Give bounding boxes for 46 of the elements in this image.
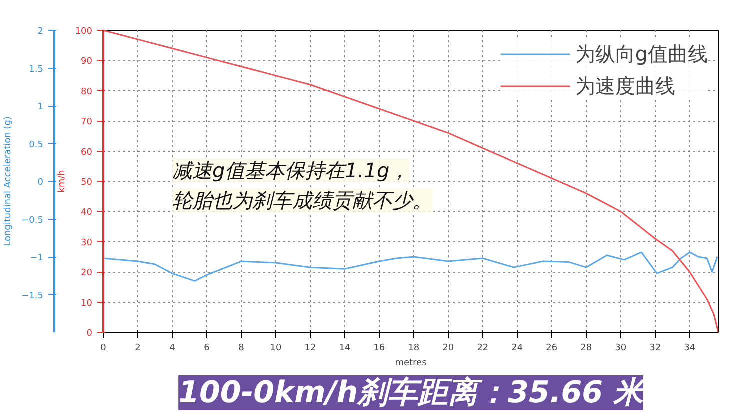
x-tick-label: 26	[546, 344, 558, 354]
x-tick-label: 34	[684, 344, 696, 354]
x-tick-label: 14	[339, 344, 351, 354]
y2-tick-label: −0.5	[22, 216, 44, 226]
y-tick-label: 0	[86, 329, 93, 339]
x-tick-label: 12	[304, 344, 316, 354]
x-tick-label: 28	[580, 344, 592, 354]
y2-tick-label: −1	[30, 254, 44, 264]
y2-tick-label: −1.5	[22, 291, 44, 302]
text: 100-0km/h刹车距离：35.66 米	[178, 376, 646, 410]
x-tick-label: 32	[650, 344, 662, 354]
x-tick-label: 22	[477, 344, 489, 354]
y-axis-title: km/h	[57, 170, 68, 193]
legend-label: 为速度曲线	[575, 72, 676, 100]
x-tick-label: 0	[100, 344, 107, 354]
y2-tick-label: 0.5	[29, 140, 44, 150]
y2-axis-title: Longitudinal Acceleration (g)	[4, 116, 14, 246]
y2-tick-label: 1	[38, 102, 44, 112]
x-tick-label: 2	[135, 344, 141, 354]
x-tick-label: 18	[408, 344, 420, 354]
x-tick-label: 30	[615, 344, 627, 354]
x-tick-label: 8	[238, 344, 245, 354]
y-tick-label: 10	[81, 298, 93, 309]
y-tick-label: 80	[81, 87, 93, 98]
y2-tick-label: 2	[38, 27, 44, 37]
line-series	[104, 252, 718, 282]
x-tick-label: 4	[170, 344, 176, 354]
y-tick-label: 50	[81, 178, 93, 188]
x-axis-title: metres	[395, 358, 428, 368]
x-tick-label: 24	[512, 344, 524, 354]
y-tick-label: 20	[81, 268, 93, 279]
x-tick-label: 20	[442, 344, 454, 354]
y-tick-label: 30	[81, 238, 93, 248]
y2-tick-label: 1.5	[29, 64, 44, 75]
x-tick-label: 6	[204, 344, 210, 354]
x-tick-label: 16	[374, 344, 386, 354]
x-tick-label: 10	[270, 344, 282, 354]
y-tick-label: 90	[81, 57, 93, 68]
y2-tick-label: 0	[38, 178, 44, 188]
y-tick-label: 100	[75, 27, 93, 37]
annotation: 减速g值基本保持在1.1g，	[172, 158, 410, 182]
y-tick-label: 60	[81, 148, 93, 158]
annotation: 轮胎也为刹车成绩贡献不少。	[172, 188, 432, 212]
y-tick-label: 40	[81, 208, 93, 218]
y-tick-label: 70	[81, 118, 93, 128]
legend-label: 为纵向g值曲线	[575, 40, 708, 68]
